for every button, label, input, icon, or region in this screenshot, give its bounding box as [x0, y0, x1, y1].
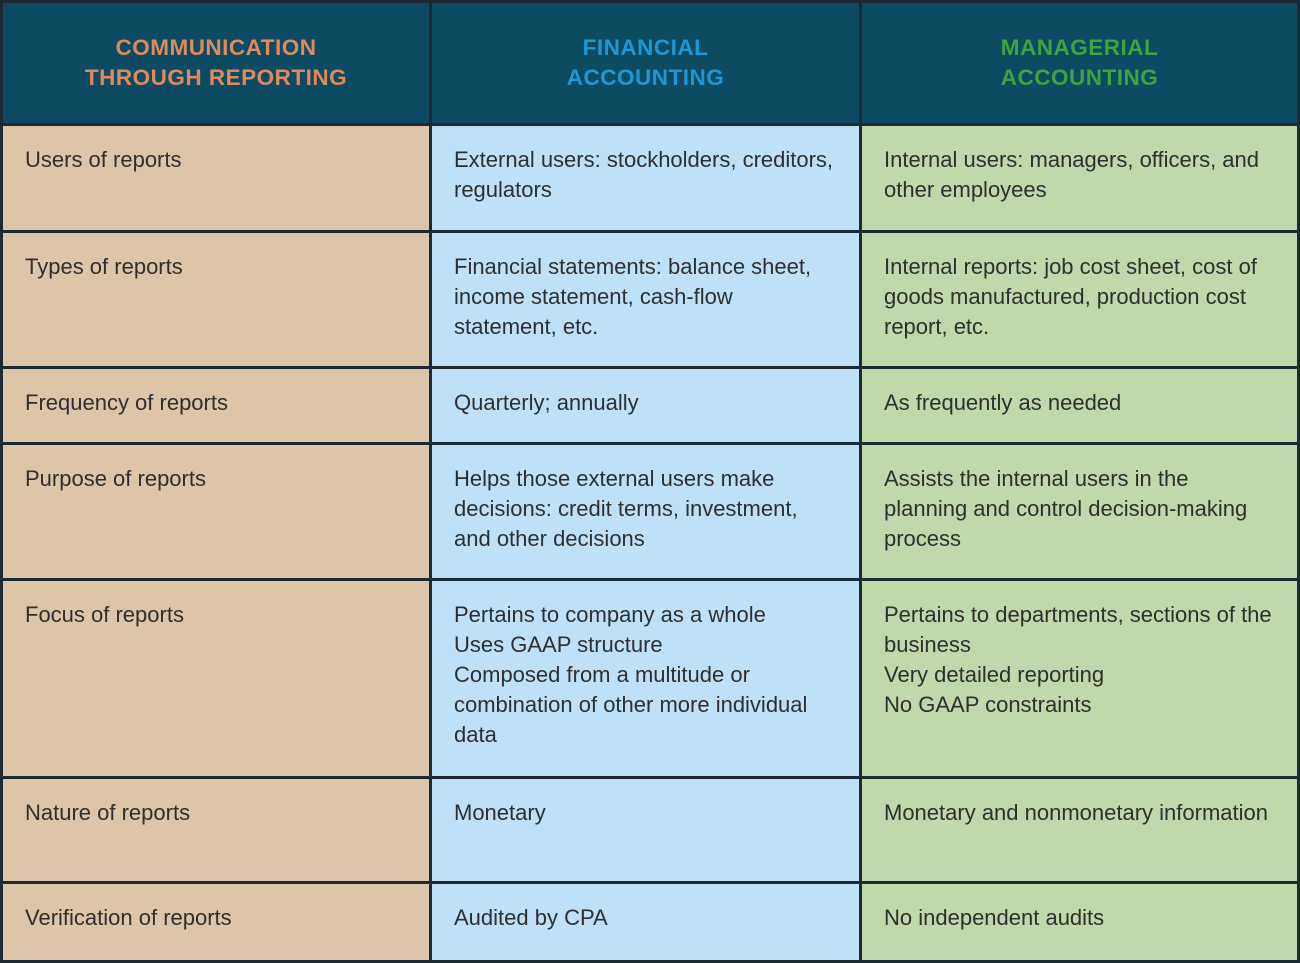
row-label-purpose-of-reports: Purpose of reports [3, 445, 429, 578]
financial-cell-types-of-reports: Financial statements: balance sheet, inc… [432, 233, 859, 366]
column-header-managerial-accounting: MANAGERIAL ACCOUNTING [862, 3, 1297, 123]
managerial-cell-users-of-reports: Internal users: managers, officers, and … [862, 126, 1297, 230]
financial-cell-verification-of-reports: Audited by CPA [432, 884, 859, 960]
financial-cell-frequency-of-reports: Quarterly; annually [432, 369, 859, 442]
column-header-financial-accounting: FINANCIAL ACCOUNTING [432, 3, 859, 123]
row-label-types-of-reports: Types of reports [3, 233, 429, 366]
row-label-focus-of-reports: Focus of reports [3, 581, 429, 776]
financial-cell-users-of-reports: External users: stockholders, creditors,… [432, 126, 859, 230]
managerial-cell-nature-of-reports: Monetary and nonmonetary information [862, 779, 1297, 881]
row-label-verification-of-reports: Verification of reports [3, 884, 429, 960]
row-label-users-of-reports: Users of reports [3, 126, 429, 230]
managerial-cell-frequency-of-reports: As frequently as needed [862, 369, 1297, 442]
row-label-frequency-of-reports: Frequency of reports [3, 369, 429, 442]
managerial-cell-focus-of-reports: Pertains to departments, sections of the… [862, 581, 1297, 776]
row-label-nature-of-reports: Nature of reports [3, 779, 429, 881]
financial-cell-nature-of-reports: Monetary [432, 779, 859, 881]
managerial-cell-verification-of-reports: No independent audits [862, 884, 1297, 960]
financial-cell-focus-of-reports: Pertains to company as a whole Uses GAAP… [432, 581, 859, 776]
financial-cell-purpose-of-reports: Helps those external users make decision… [432, 445, 859, 578]
managerial-cell-types-of-reports: Internal reports: job cost sheet, cost o… [862, 233, 1297, 366]
managerial-cell-purpose-of-reports: Assists the internal users in the planni… [862, 445, 1297, 578]
column-header-communication-through-reporting: COMMUNICATION THROUGH REPORTING [3, 3, 429, 123]
